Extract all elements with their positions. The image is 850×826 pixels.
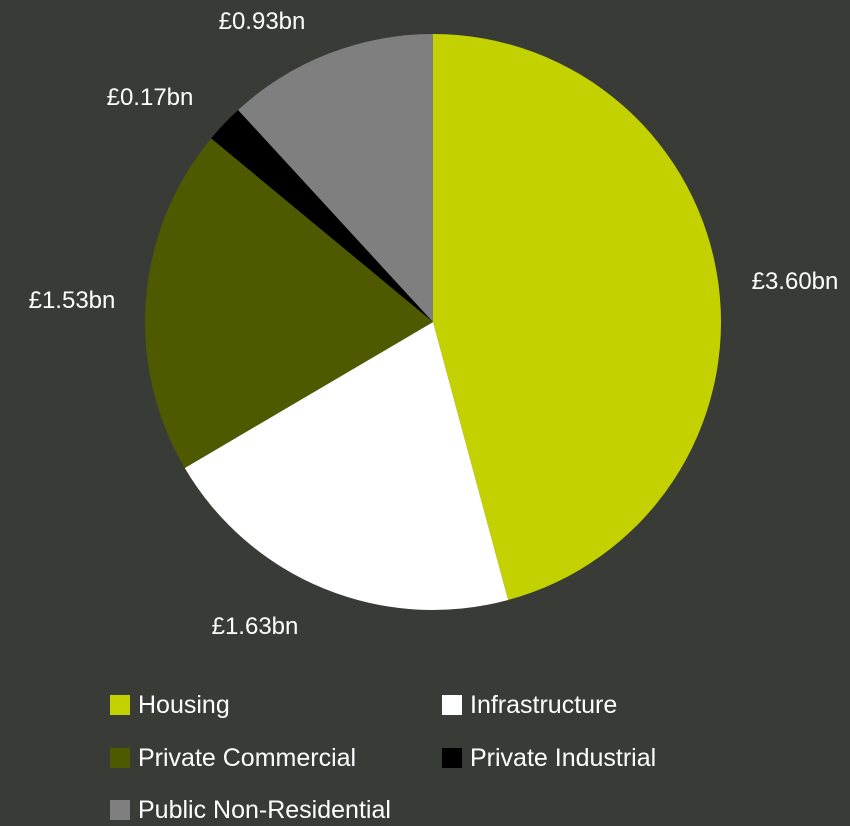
pie-slice-infrastructure [184, 322, 509, 610]
pie-slices [144, 34, 721, 610]
data-label-public-non-residential: £0.93bn [219, 8, 306, 35]
pie-slice-private-industrial [211, 109, 433, 322]
pie-slice-private-commercial [144, 138, 433, 468]
data-label-private-industrial: £0.17bn [107, 84, 194, 111]
pie-slice-housing [433, 34, 721, 601]
pie-data-labels: £3.60bn £1.63bn £1.53bn £0.17bn £0.93bn [29, 8, 839, 640]
pie-slice-public-non-residential [238, 34, 433, 322]
data-label-private-commercial: £1.53bn [29, 287, 116, 314]
data-label-infrastructure: £1.63bn [212, 613, 299, 640]
data-label-housing: £3.60bn [752, 268, 839, 295]
